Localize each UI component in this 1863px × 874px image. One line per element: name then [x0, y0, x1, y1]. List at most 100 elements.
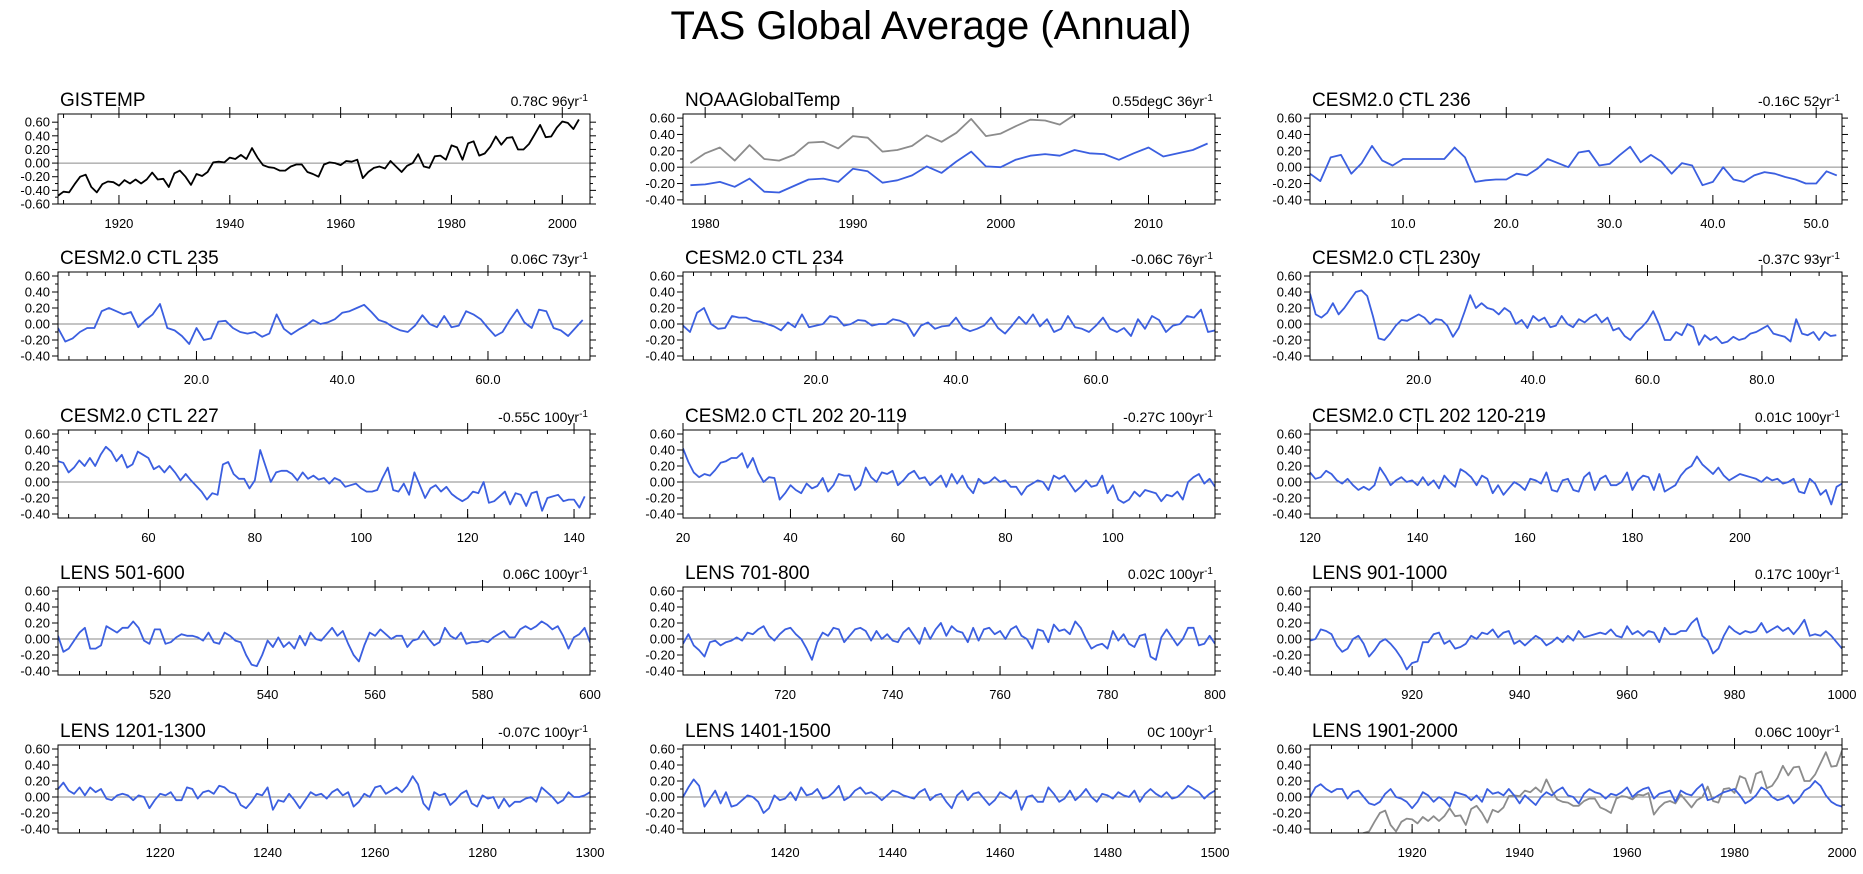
- x-tick-label: 1000: [1828, 687, 1857, 702]
- y-tick-label: -0.20: [645, 176, 675, 191]
- x-tick-label: 1280: [468, 845, 497, 860]
- x-tick-label: 1980: [1720, 845, 1749, 860]
- y-tick-label: 0.60: [25, 584, 50, 599]
- panel-9: CESM2.0 CTL 202 120-219 0.01C 100yr-1 120 1…: [1272, 406, 1848, 545]
- y-tick-label: 0.20: [650, 459, 675, 474]
- y-tick-label: -0.20: [20, 806, 50, 821]
- panel-title: CESM2.0 CTL 230y: [1312, 248, 1481, 269]
- y-tick-label: -0.40: [1272, 822, 1302, 837]
- x-tick-label: 20.0: [803, 372, 828, 387]
- trend-exponent: -1: [579, 409, 588, 420]
- y-tick-label: 0.20: [25, 142, 50, 157]
- panel-1: GISTEMP 0.78C 96yr-1 1920 1940 1960 1980 2000 0…: [20, 90, 596, 231]
- x-tick-label: 1980: [437, 216, 466, 231]
- y-tick-label: 0.00: [1277, 475, 1302, 490]
- x-tick-label: 60: [891, 530, 905, 545]
- y-tick-label: 0.00: [650, 475, 675, 490]
- y-tick-label: -0.20: [1272, 176, 1302, 191]
- y-tick-label: -0.40: [20, 349, 50, 364]
- panel-trend-label: 0.55degC 36yr-1: [1112, 93, 1213, 110]
- y-tick-label: 0.40: [650, 285, 675, 300]
- y-tick-label: 0.20: [25, 616, 50, 631]
- trend-value: -0.07C 100yr: [498, 724, 579, 740]
- panel-title: LENS 1901-2000: [1312, 721, 1458, 742]
- y-tick-label: -0.40: [1272, 664, 1302, 679]
- panel-trend-label: 0.02C 100yr-1: [1128, 566, 1214, 583]
- x-tick-label: 160: [1514, 530, 1536, 545]
- y-tick-label: 0.40: [25, 443, 50, 458]
- y-tick-label: 0.00: [25, 790, 50, 805]
- x-tick-label: 40.0: [943, 372, 968, 387]
- series-line-model: [1310, 455, 1842, 506]
- y-tick-label: 0.00: [1277, 317, 1302, 332]
- series-line-model: [58, 303, 584, 345]
- x-tick-label: 1980: [691, 216, 720, 231]
- trend-value: 0.55degC 36yr: [1112, 93, 1204, 109]
- y-tick-label: 0.40: [25, 128, 50, 143]
- y-tick-label: -0.40: [20, 822, 50, 837]
- trend-value: -0.55C 100yr: [498, 409, 579, 425]
- x-tick-label: 1460: [986, 845, 1015, 860]
- trend-exponent: -1: [1204, 724, 1213, 735]
- series-line-model: [1310, 289, 1837, 346]
- y-tick-label: -0.40: [645, 664, 675, 679]
- x-tick-label: 140: [563, 530, 585, 545]
- panel-title: CESM2.0 CTL 236: [1312, 90, 1471, 111]
- panel-trend-label: 0.17C 100yr-1: [1755, 566, 1841, 583]
- y-tick-label: 0.40: [650, 758, 675, 773]
- x-tick-label: 1920: [104, 216, 133, 231]
- y-tick-label: 0.40: [650, 127, 675, 142]
- x-tick-label: 2000: [1828, 845, 1857, 860]
- y-tick-label: 0.60: [25, 427, 50, 442]
- x-tick-label: 1420: [771, 845, 800, 860]
- trend-value: 0.01C 100yr: [1755, 409, 1832, 425]
- series-line-obs: [58, 119, 580, 197]
- y-tick-label: 0.60: [650, 111, 675, 126]
- series-line-model: [683, 778, 1215, 814]
- y-tick-label: 0.40: [25, 285, 50, 300]
- trend-value: -0.37C 93yr: [1758, 251, 1831, 267]
- plot-frame: [57, 271, 591, 361]
- x-tick-label: 80: [248, 530, 262, 545]
- panel-trend-label: -0.06C 76yr-1: [1131, 251, 1213, 268]
- y-tick-label: -0.40: [645, 822, 675, 837]
- figure-title: TAS Global Average (Annual): [670, 4, 1191, 48]
- y-tick-label: 0.60: [650, 269, 675, 284]
- y-tick-label: 0.20: [1277, 616, 1302, 631]
- y-tick-label: 0.00: [650, 632, 675, 647]
- panel-7: CESM2.0 CTL 227 -0.55C 100yr-1 60 80 100 120 1…: [20, 406, 596, 545]
- x-tick-label: 20.0: [184, 372, 209, 387]
- x-tick-label: 540: [257, 687, 279, 702]
- x-tick-label: 60: [141, 530, 155, 545]
- x-tick-label: 140: [1407, 530, 1429, 545]
- trend-value: -0.06C 76yr: [1131, 251, 1204, 267]
- panel-trend-label: 0.06C 100yr-1: [503, 566, 589, 583]
- panel-title: LENS 701-800: [685, 563, 810, 584]
- panel-14: LENS 1401-1500 0C 100yr-1 1420 1440 1460 1480…: [645, 721, 1229, 860]
- y-tick-label: 0.60: [650, 584, 675, 599]
- y-tick-label: -0.20: [20, 648, 50, 663]
- y-tick-label: 0.00: [1277, 632, 1302, 647]
- x-tick-label: 100: [350, 530, 372, 545]
- trend-value: -0.27C 100yr: [1123, 409, 1204, 425]
- y-tick-label: -0.20: [645, 491, 675, 506]
- x-tick-label: 40.0: [1700, 216, 1725, 231]
- trend-value: 0.06C 100yr: [1755, 724, 1832, 740]
- series-line-model: [683, 448, 1215, 504]
- panel-trend-label: 0.06C 100yr-1: [1755, 724, 1841, 741]
- panel-title: CESM2.0 CTL 235: [60, 248, 219, 269]
- trend-value: -0.16C 52yr: [1758, 93, 1831, 109]
- x-tick-label: 100: [1102, 530, 1124, 545]
- trend-value: 0.17C 100yr: [1755, 566, 1832, 582]
- panel-title: LENS 1201-1300: [60, 721, 206, 742]
- y-tick-label: -0.60: [20, 197, 50, 212]
- panel-trend-label: -0.07C 100yr-1: [498, 724, 588, 741]
- panel-4: CESM2.0 CTL 235 0.06C 73yr-1 20.0 40.0 60.0 0…: [20, 248, 596, 387]
- y-tick-label: 0.20: [650, 301, 675, 316]
- y-tick-label: -0.40: [1272, 349, 1302, 364]
- x-tick-label: 940: [1509, 687, 1531, 702]
- x-tick-label: 60.0: [475, 372, 500, 387]
- y-tick-label: 0.60: [650, 427, 675, 442]
- plot-frame: [1309, 586, 1843, 676]
- y-tick-label: 0.40: [650, 443, 675, 458]
